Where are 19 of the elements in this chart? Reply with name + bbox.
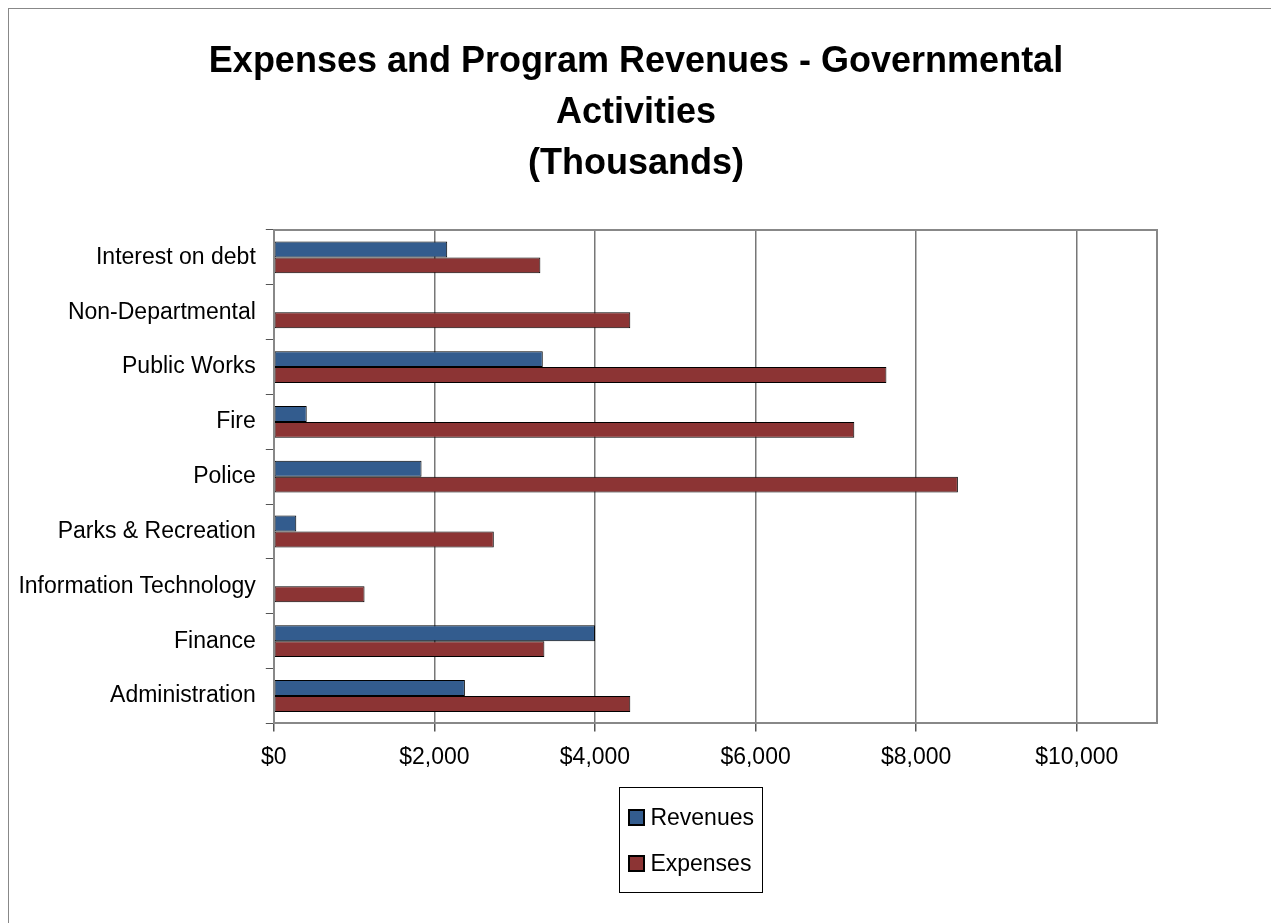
y-tick-label: Non-Departmental <box>67 297 256 324</box>
y-tick-label: Information Technology <box>18 571 257 598</box>
chart-subtitle: (Thousands) <box>527 140 745 184</box>
x-tick-label: $2,000 <box>399 742 470 769</box>
x-tick-label: $6,000 <box>720 742 791 769</box>
x-tick-label: $10,000 <box>1035 742 1119 769</box>
y-tick-label: Public Works <box>122 352 256 379</box>
chart-title: Expenses and Program Revenues - Governmental Activities <box>207 38 1065 133</box>
legend-label: Expenses <box>650 849 752 877</box>
y-tick-label: Fire <box>216 407 256 434</box>
x-tick-label: $8,000 <box>880 742 952 769</box>
legend-label: Revenues <box>650 803 754 831</box>
x-tick-label: $0 <box>261 742 287 769</box>
x-tick-label: $4,000 <box>559 742 631 769</box>
y-tick-label: Police <box>193 462 256 489</box>
y-tick-label: Administration <box>110 681 256 708</box>
y-tick-label: Finance <box>173 626 256 653</box>
y-tick-label: Interest on debt <box>95 242 257 269</box>
y-tick-label: Parks & Recreation <box>57 516 256 543</box>
